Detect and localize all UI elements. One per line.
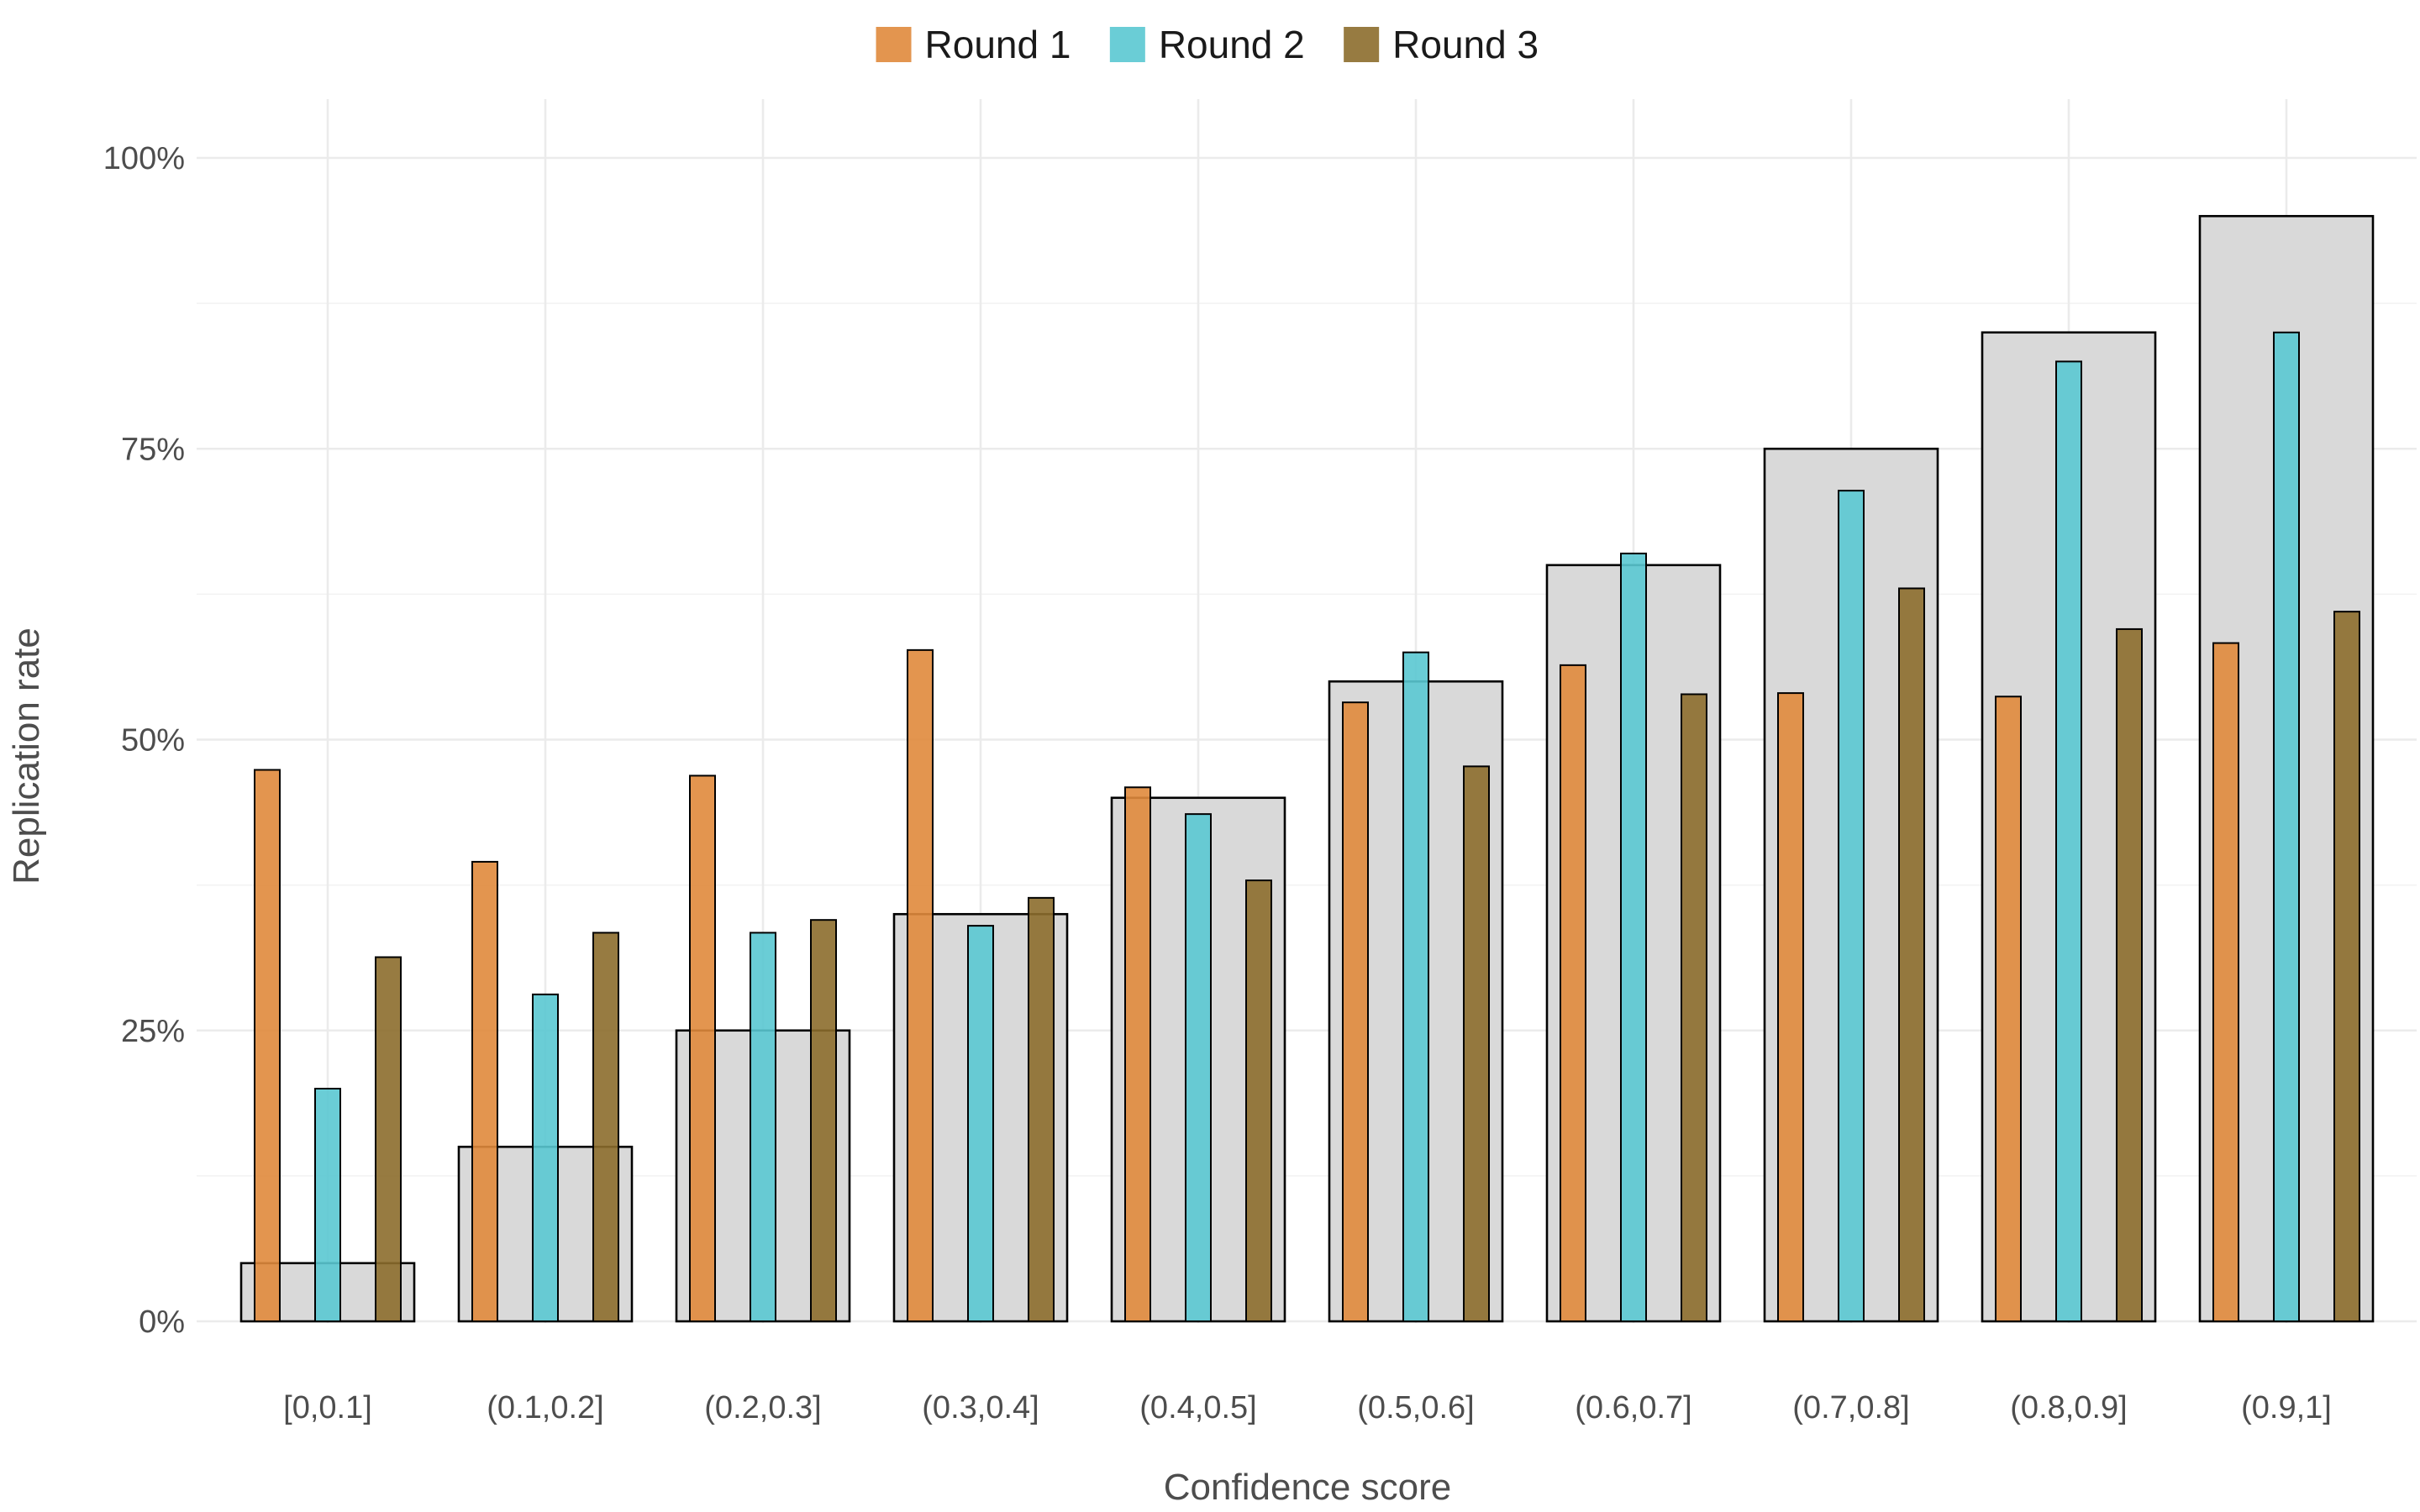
- x-tick-label: (0.1,0.2]: [487, 1390, 603, 1425]
- bar-round-1: [1777, 692, 1804, 1322]
- legend-label-round-1: Round 1: [925, 23, 1071, 66]
- bar-round-3: [810, 919, 837, 1323]
- x-tick-label: (0.4,0.5]: [1139, 1390, 1256, 1425]
- y-axis: 0% 25% 50% 75% 100%: [103, 141, 185, 1340]
- x-tick-label: (0.8,0.9]: [2010, 1390, 2127, 1425]
- legend-swatch-round-1: [876, 27, 912, 62]
- x-tick-label: (0.9,1]: [2241, 1390, 2332, 1425]
- bar-round-1: [907, 648, 934, 1322]
- bar-round-1: [689, 774, 716, 1322]
- x-tick-label: [0,0.1]: [283, 1390, 372, 1425]
- bar-round-1: [1124, 786, 1151, 1322]
- round-bars: [254, 331, 2360, 1323]
- bar-round-3: [1028, 896, 1055, 1322]
- y-tick-label: 100%: [103, 141, 185, 176]
- legend-label-round-2: Round 2: [1159, 23, 1305, 66]
- y-tick-label: 0%: [139, 1305, 185, 1340]
- bar-round-2: [967, 925, 994, 1322]
- x-tick-label: (0.2,0.3]: [704, 1390, 821, 1425]
- expected-bars: [239, 214, 2375, 1323]
- legend-swatch-round-3: [1344, 27, 1380, 62]
- bar-round-2: [1620, 552, 1647, 1322]
- bar-round-2: [2055, 360, 2082, 1322]
- x-tick-label: (0.5,0.6]: [1357, 1390, 1474, 1425]
- bar-round-3: [1681, 693, 1707, 1322]
- bar-round-3: [1245, 879, 1272, 1322]
- bar-round-3: [2333, 611, 2360, 1322]
- legend: Round 1 Round 2 Round 3: [876, 23, 1539, 66]
- x-axis: [0,0.1] (0.1,0.2] (0.2,0.3] (0.3,0.4] (0.4,0…: [283, 1390, 2332, 1425]
- bar-round-1: [254, 769, 281, 1322]
- bar-round-3: [592, 932, 619, 1323]
- bar-round-1: [1342, 701, 1369, 1322]
- bar-round-2: [1185, 813, 1212, 1322]
- bar-round-2: [532, 993, 559, 1322]
- bar-round-2: [2273, 331, 2300, 1322]
- bar-round-1: [471, 860, 498, 1323]
- x-tick-label: (0.7,0.8]: [1792, 1390, 1909, 1425]
- y-tick-label: 25%: [121, 1014, 185, 1049]
- bar-round-3: [1898, 587, 1925, 1322]
- x-axis-title: Confidence score: [1164, 1467, 1451, 1508]
- legend-swatch-round-2: [1109, 27, 1145, 62]
- bar-round-2: [1838, 490, 1865, 1322]
- bar-round-2: [750, 932, 776, 1323]
- bar-round-2: [314, 1088, 341, 1322]
- x-tick-label: (0.3,0.4]: [922, 1390, 1039, 1425]
- bar-round-1: [2212, 642, 2239, 1322]
- bar-round-2: [1402, 651, 1429, 1322]
- bar-round-3: [375, 956, 402, 1322]
- y-tick-label: 75%: [121, 432, 185, 467]
- legend-label-round-3: Round 3: [1392, 23, 1539, 66]
- bar-round-1: [1995, 696, 2022, 1322]
- bar-round-3: [1463, 765, 1490, 1322]
- y-axis-title: Replication rate: [6, 627, 47, 885]
- y-tick-label: 50%: [121, 723, 185, 759]
- bar-round-3: [2116, 627, 2143, 1322]
- x-tick-label: (0.6,0.7]: [1575, 1390, 1691, 1425]
- bar-round-1: [1560, 664, 1586, 1322]
